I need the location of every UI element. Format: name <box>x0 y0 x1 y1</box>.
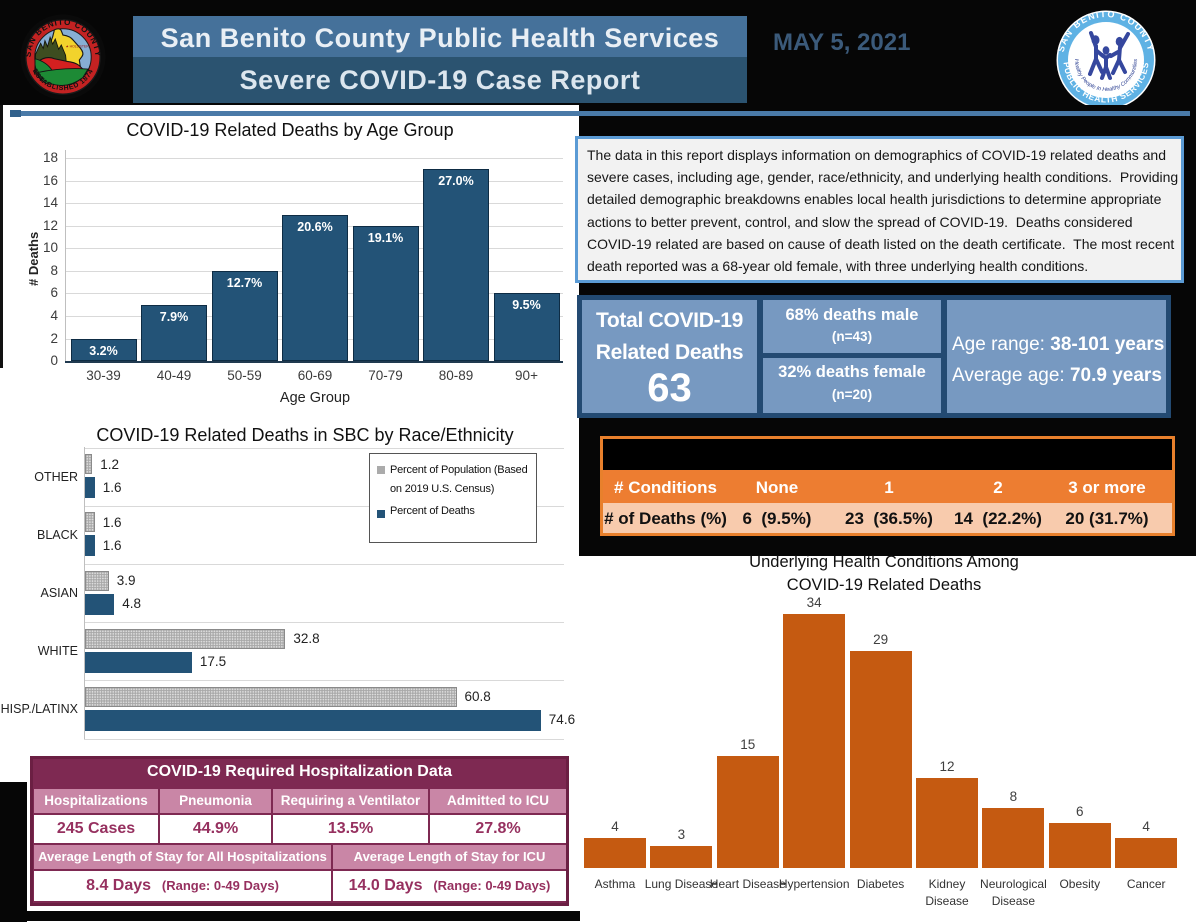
svg-text:★ HOLLISTER: ★ HOLLISTER <box>66 45 90 49</box>
